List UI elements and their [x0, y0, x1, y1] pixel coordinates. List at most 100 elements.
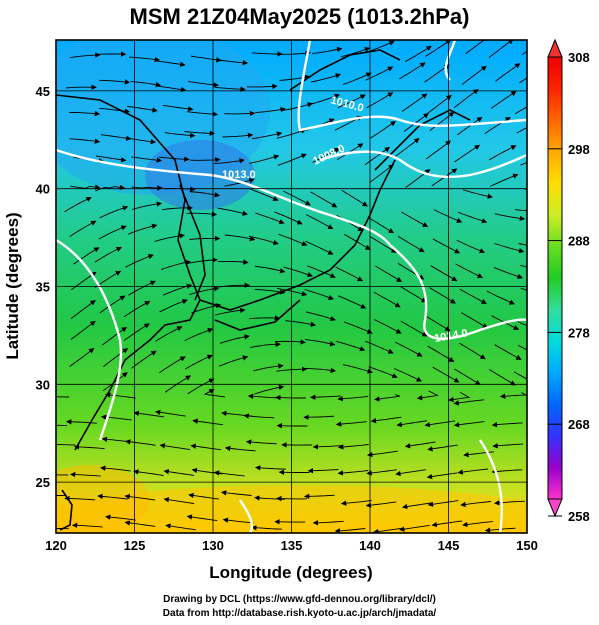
x-axis-title: Longitude (degrees)	[209, 563, 372, 582]
streamline	[222, 517, 254, 524]
streamline	[395, 469, 426, 477]
streamline	[400, 320, 428, 337]
x-tick-label: 145	[438, 538, 460, 553]
streamline	[154, 233, 185, 242]
streamline	[305, 367, 336, 374]
streamline	[251, 131, 283, 140]
streamline	[499, 392, 527, 399]
streamline	[253, 363, 284, 372]
streamline	[312, 147, 340, 163]
streamline	[64, 495, 96, 502]
streamline	[337, 395, 369, 402]
isobar-1014	[56, 238, 527, 441]
streamline	[492, 443, 524, 449]
streamline	[304, 289, 334, 301]
streamline	[337, 94, 366, 109]
streamline	[70, 300, 96, 319]
streamline	[224, 177, 255, 187]
streamline	[217, 59, 249, 66]
streamline	[310, 394, 341, 400]
streamline	[486, 290, 515, 305]
streamline	[453, 421, 485, 428]
streamline	[334, 528, 366, 533]
streamline	[69, 110, 101, 117]
streamline	[104, 392, 136, 399]
y-tick-label: 35	[36, 280, 50, 295]
streamline	[311, 73, 342, 83]
streamline	[158, 156, 190, 162]
streamline	[133, 469, 164, 476]
streamline	[189, 157, 221, 163]
streamline	[159, 356, 186, 374]
streamline	[98, 225, 127, 240]
streamline	[516, 127, 527, 134]
streamline	[514, 106, 527, 115]
streamline	[65, 84, 97, 90]
credit-data: Data from http://database.rish.kyoto-u.a…	[162, 608, 437, 619]
streamline	[432, 366, 460, 383]
streamline	[368, 366, 398, 379]
streamline	[518, 243, 527, 246]
streamline	[490, 90, 517, 109]
streamline	[224, 110, 256, 117]
streamline	[369, 164, 395, 184]
colorbar-tick-label: 268	[568, 417, 590, 432]
isobar-1010	[297, 40, 527, 132]
streamline	[448, 392, 471, 403]
streamline	[459, 288, 487, 304]
streamline	[162, 104, 194, 112]
streamline	[187, 378, 215, 395]
streamline	[312, 520, 344, 526]
streamline	[429, 287, 456, 304]
streamline	[218, 355, 249, 367]
streamline	[343, 364, 373, 374]
isobar-1013	[56, 148, 391, 246]
streamline	[279, 74, 311, 81]
streamline	[456, 239, 486, 254]
streamline	[127, 105, 158, 113]
colorbar-tick-label: 258	[568, 509, 590, 524]
streamline	[94, 246, 122, 263]
streamline	[71, 522, 103, 529]
streamline	[131, 156, 163, 163]
streamline	[224, 445, 256, 452]
x-tick-label: 150	[516, 538, 538, 553]
streamline	[432, 238, 461, 254]
streamline	[304, 338, 336, 347]
streamline	[338, 295, 367, 309]
streamline	[254, 265, 286, 274]
streamline	[400, 211, 429, 228]
streamline	[283, 190, 311, 206]
streamline	[203, 388, 225, 398]
colorbar-tick-label: 278	[568, 325, 590, 340]
streamline	[489, 145, 517, 161]
map-title: MSM 21Z04May2025 (1013.2hPa)	[129, 4, 470, 29]
streamline	[154, 60, 186, 67]
streamline	[245, 439, 277, 445]
streamline	[64, 196, 92, 213]
streamline	[155, 326, 183, 342]
streamline	[370, 120, 397, 139]
streamline	[430, 265, 458, 282]
streamline	[131, 185, 163, 191]
streamline	[489, 369, 516, 386]
plot-frame	[55, 39, 528, 534]
streamline	[453, 399, 485, 406]
streamline	[125, 137, 157, 145]
y-tick-label: 40	[36, 182, 50, 197]
streamline	[73, 247, 100, 265]
streamline	[123, 323, 150, 341]
streamline	[217, 207, 248, 216]
colorbar-tick-label: 308	[568, 50, 590, 65]
streamline	[246, 83, 278, 90]
streamline	[463, 451, 494, 458]
streamline	[160, 259, 191, 271]
streamline	[247, 393, 279, 399]
streamline	[220, 490, 252, 496]
streamline	[517, 321, 527, 327]
streamline	[128, 280, 156, 296]
streamline	[454, 368, 481, 385]
credit-drawing: Drawing by DCL (https://www.gfd-dennou.o…	[163, 594, 436, 605]
streamline	[489, 173, 519, 187]
streamline	[127, 223, 158, 235]
